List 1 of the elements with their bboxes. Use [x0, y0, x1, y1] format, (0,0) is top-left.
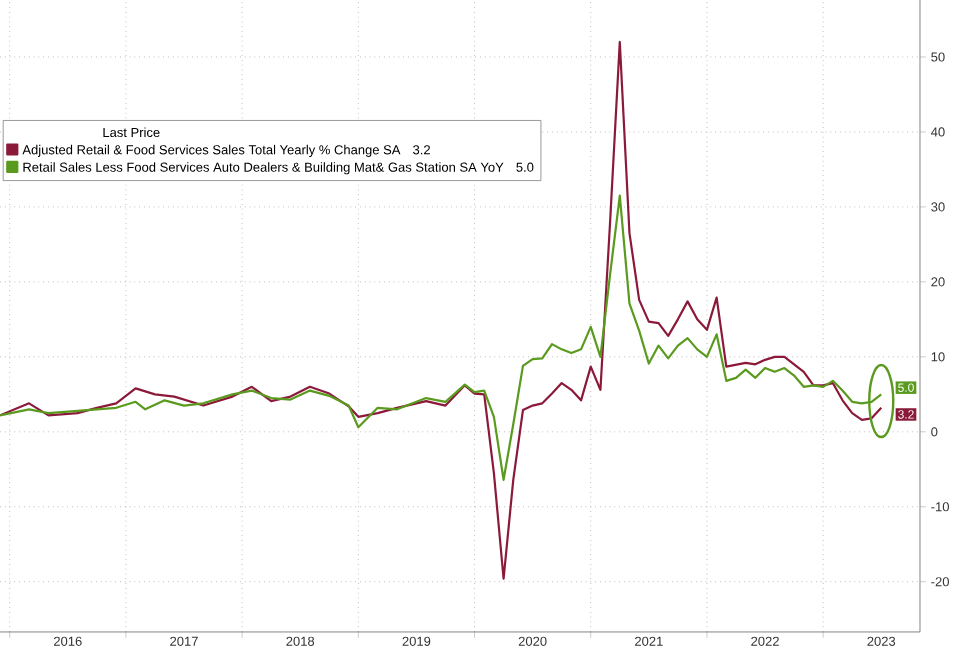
line-series	[0, 40, 883, 580]
